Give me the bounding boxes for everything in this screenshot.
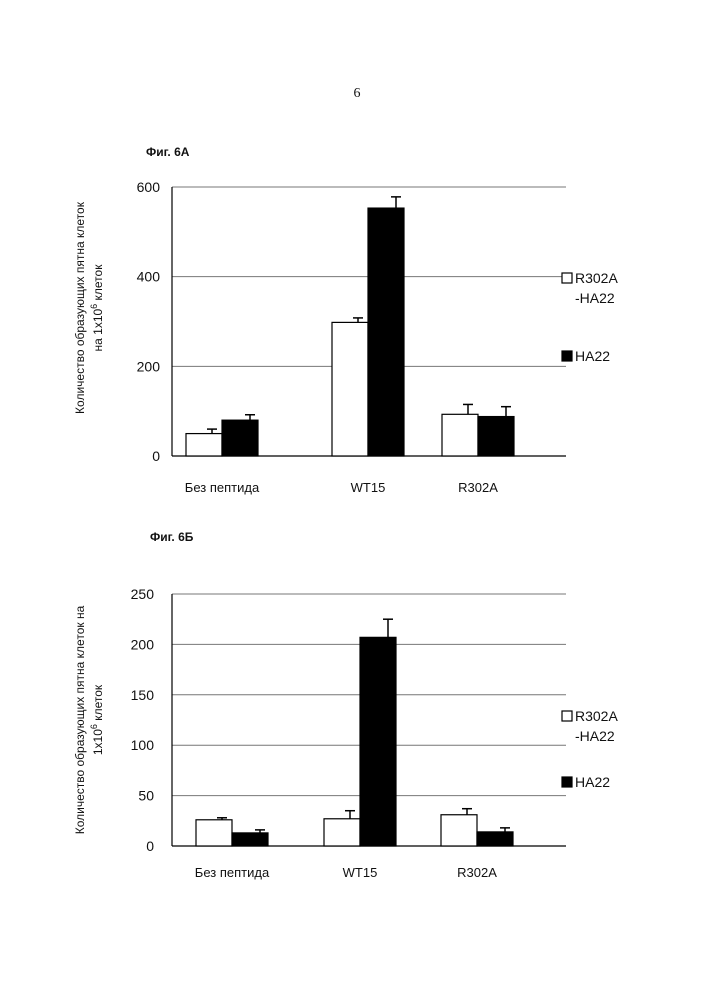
chart2-legend-label: HA22 — [575, 774, 610, 790]
chart2-y-tick-label: 0 — [146, 838, 154, 854]
chart2-y-tick-label: 100 — [131, 737, 155, 753]
chart2-y-tick-label: 250 — [131, 586, 155, 602]
chart1-y-axis-label: Количество образующих пятна клетокна 1x1… — [73, 201, 105, 414]
chart2-y-tick-label: 200 — [131, 636, 155, 652]
chart1-bar — [368, 208, 404, 456]
chart1-bar — [186, 434, 222, 456]
chart2-y-axis-label-line2: 1x106 клеток — [89, 684, 105, 755]
chart1-y-tick-label: 0 — [152, 448, 160, 464]
chart2-legend-swatch — [562, 777, 572, 787]
chart2-category-label: Без пептида — [195, 865, 270, 880]
chart2-y-axis-label: Количество образующих пятна клеток на1x1… — [73, 605, 105, 834]
chart1-legend-label: HA22 — [575, 348, 610, 364]
chart1-category-label: Без пептида — [185, 480, 260, 495]
chart1-y-tick-label: 400 — [137, 269, 161, 285]
chart1-y-tick-label: 600 — [137, 179, 161, 195]
chart2-bar — [477, 832, 513, 846]
chart2-bar — [360, 637, 396, 846]
chart2-category-label: WT15 — [343, 865, 378, 880]
chart1-legend-label: -HA22 — [575, 290, 615, 306]
figure-charts: 0 200 400 600 Без пептида WT15 R302A Количество… — [0, 0, 714, 1000]
chart2-bar — [441, 815, 477, 846]
chart2-y-axis-label-line1: Количество образующих пятна клеток на — [73, 605, 87, 834]
chart1-category-label: R302A — [458, 480, 498, 495]
chart1-bar — [442, 414, 478, 456]
chart2-legend-label: -HA22 — [575, 728, 615, 744]
chart1-y-tick-label: 200 — [137, 358, 161, 374]
chart1-bar — [478, 417, 514, 456]
chart1-bar — [222, 420, 258, 456]
chart1-legend-label: R302A — [575, 270, 618, 286]
chart2-legend-swatch — [562, 711, 572, 721]
chart1-y-axis-label-line2: на 1x106 клеток — [89, 264, 105, 352]
chart2-y-tick-label: 50 — [138, 788, 154, 804]
chart1-legend-swatch — [562, 273, 572, 283]
chart2-legend-label: R302A — [575, 708, 618, 724]
chart2-category-label: R302A — [457, 865, 497, 880]
chart2-y-tick-label: 150 — [131, 687, 155, 703]
chart2-bar — [196, 820, 232, 846]
chart1-y-axis-label-line1: Количество образующих пятна клеток — [73, 201, 87, 414]
chart1-category-label: WT15 — [351, 480, 386, 495]
chart2-bar — [232, 833, 268, 846]
chart1-bar — [332, 322, 368, 456]
chart2-bar — [324, 819, 360, 846]
chart1-legend-swatch — [562, 351, 572, 361]
